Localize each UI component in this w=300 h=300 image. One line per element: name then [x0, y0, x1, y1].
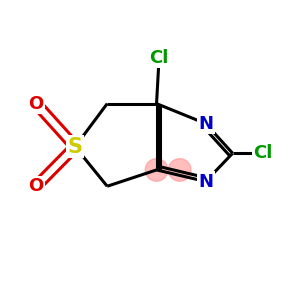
Circle shape	[145, 159, 168, 181]
Text: Cl: Cl	[149, 49, 169, 67]
Text: N: N	[198, 172, 213, 190]
Circle shape	[168, 159, 191, 181]
Text: N: N	[198, 115, 213, 133]
Text: O: O	[28, 177, 44, 195]
Text: Cl: Cl	[253, 144, 273, 162]
Text: S: S	[68, 137, 82, 157]
Text: O: O	[28, 94, 44, 112]
